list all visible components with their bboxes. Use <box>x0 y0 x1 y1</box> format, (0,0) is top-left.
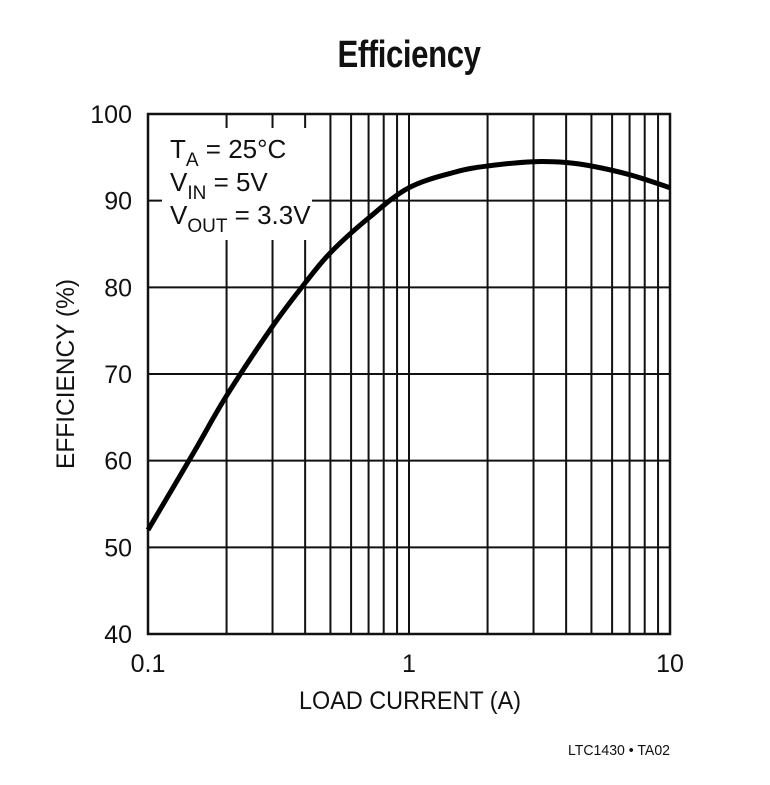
annotation-line: VIN = 5V <box>170 167 268 204</box>
annotation-line: VOUT = 3.3V <box>170 200 311 237</box>
y-tick-label: 60 <box>104 448 132 476</box>
plot-frame <box>146 112 672 636</box>
annotation-box <box>162 128 312 240</box>
figure-id-footer: LTC1430 • TA02 <box>568 742 670 759</box>
annotation-line: TA = 25°C <box>170 134 286 171</box>
x-axis-label: LOAD CURRENT (A) <box>299 687 521 715</box>
y-tick-label: 90 <box>104 188 132 216</box>
x-tick-label: 10 <box>656 650 684 678</box>
y-axis-label: EFFICIENCY (%) <box>52 279 80 469</box>
y-axis-ticks: 40 50 60 70 80 90 100 <box>90 101 132 649</box>
y-tick-label: 40 <box>104 621 132 649</box>
efficiency-curve <box>145 158 671 532</box>
x-axis-ticks: 0.1 1 10 <box>131 650 684 678</box>
annotation-background <box>162 128 312 240</box>
y-tick-label: 80 <box>104 274 132 302</box>
x-tick-label: 0.1 <box>131 650 166 678</box>
y-tick-label: 70 <box>104 361 132 389</box>
chart-title: Efficiency <box>337 34 481 76</box>
y-tick-label: 50 <box>104 534 132 562</box>
x-tick-label: 1 <box>402 650 416 678</box>
y-tick-label: 100 <box>90 101 132 129</box>
